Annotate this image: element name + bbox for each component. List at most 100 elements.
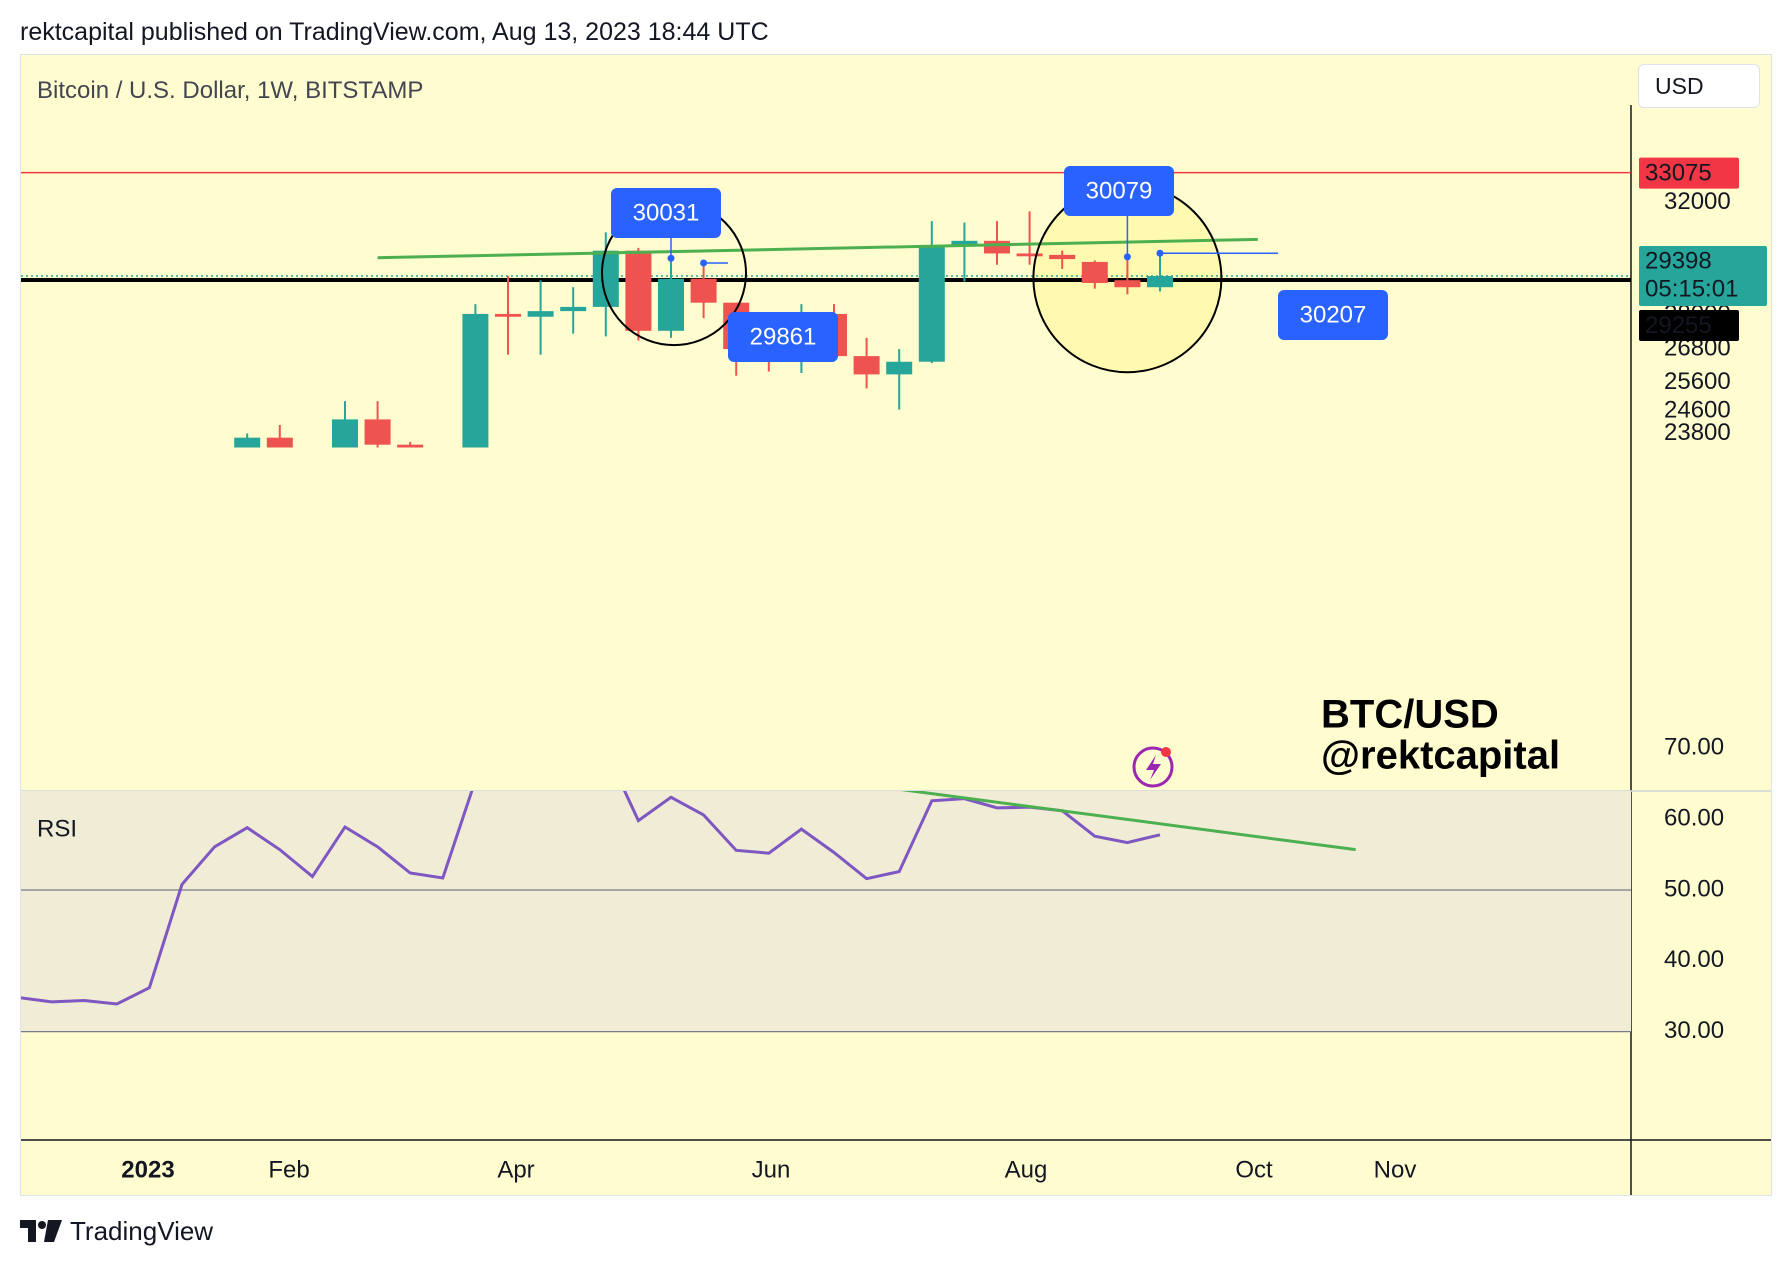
candle-body (266, 437, 293, 448)
candle (364, 401, 391, 448)
candle (658, 258, 684, 338)
chart-canvas[interactable]: 30031 29861 30079 30207 BTC/USD@rektcapital 3… (21, 55, 1771, 1195)
rsi-axis-label: 70.00 (1664, 734, 1724, 761)
candle-body (1114, 280, 1141, 288)
resistance-price-tag-text: 33075 (1645, 159, 1712, 186)
candle (527, 280, 554, 355)
resistance-price-tag: 33075 (1639, 157, 1739, 189)
price-axis-label: 32000 (1664, 188, 1731, 215)
currency-button[interactable]: USD (1638, 64, 1760, 108)
price-callout: 30031 (611, 188, 721, 262)
callout-box (1064, 166, 1174, 216)
callout-anchor-dot (1123, 253, 1131, 261)
notification-dot-icon (1161, 747, 1171, 757)
candle (625, 247, 652, 341)
watermark-line1: BTC/USD (1321, 693, 1499, 737)
candle-body (625, 250, 652, 331)
support-price-tag-bg (1639, 310, 1739, 342)
candle-body (853, 356, 880, 375)
price-axis-label: 25600 (1664, 368, 1731, 395)
callout-box (728, 312, 838, 362)
candle-body (462, 313, 489, 448)
replay-badge-icon (1132, 746, 1174, 788)
bolt-icon (1146, 755, 1161, 780)
callout-anchor-dot (667, 254, 675, 262)
rsi-axis-label: 50.00 (1664, 875, 1724, 902)
candle-body (397, 444, 424, 448)
candle (1016, 211, 1043, 265)
candle-body (560, 306, 587, 312)
candle-body (527, 311, 554, 317)
watermark-line2: @rektcapital (1321, 734, 1560, 778)
time-axis-label: Jun (752, 1156, 791, 1183)
candle-body (690, 278, 717, 303)
time-axis-label: Oct (1235, 1156, 1273, 1183)
price-axis-label: 23800 (1664, 419, 1731, 446)
candle-body (984, 240, 1010, 254)
candle (886, 349, 913, 410)
support-price-tag-text: 29255 (1645, 312, 1712, 339)
candle (332, 401, 358, 448)
price-callout: 30079 (1064, 166, 1174, 261)
candle-body (495, 313, 521, 317)
callout-anchor-dot (1156, 249, 1164, 257)
support-price-tag: 29255 (1639, 310, 1739, 342)
rsi-axis-label: 40.00 (1664, 946, 1724, 973)
candle-body (658, 278, 684, 331)
rsi-pane (21, 791, 1631, 1033)
price-callout: 30207 (1156, 249, 1388, 340)
callout-anchor-dot (700, 259, 708, 267)
callout-label: 29861 (750, 323, 817, 350)
time-axis-label: Nov (1374, 1156, 1417, 1183)
candle-body (951, 240, 978, 246)
rsi-line (21, 791, 1161, 1006)
candle-body (234, 437, 261, 448)
candle (266, 425, 293, 448)
last-price-tag-bg (1639, 246, 1767, 307)
candle (1049, 250, 1076, 269)
price-trendline (377, 237, 1258, 260)
last-price-value: 29398 (1645, 247, 1712, 274)
candle (495, 275, 521, 355)
symbol-info: Bitcoin / U.S. Dollar, 1W, BITSTAMP (37, 77, 424, 104)
candle (918, 221, 945, 364)
candle (462, 304, 489, 448)
tradingview-brand: TradingView (70, 1215, 214, 1246)
rsi-title: RSI (37, 815, 77, 842)
published-header: rektcapital published on TradingView.com… (20, 18, 769, 46)
time-axis-label: Apr (497, 1156, 534, 1183)
candle-body (1081, 261, 1108, 284)
candle (234, 433, 261, 448)
candle (1147, 253, 1173, 292)
replay-badge-ring (1132, 746, 1174, 788)
price-axis-label: 24600 (1664, 396, 1731, 423)
candle-body (886, 361, 913, 375)
callout-box (611, 188, 721, 238)
chart-panel[interactable]: 30031 29861 30079 30207 BTC/USD @rektcapital 3… (20, 54, 1772, 1196)
candle (560, 287, 587, 334)
candle-body (1147, 276, 1173, 288)
candle (1114, 256, 1141, 295)
candle-body (364, 419, 391, 445)
price-callout: 29861 (700, 259, 838, 362)
rsi-band-fill (21, 791, 1631, 1032)
price-pane: 30031 29861 30079 30207 (21, 166, 1631, 448)
candle (951, 222, 978, 282)
time-axis-label: Feb (268, 1156, 309, 1183)
rsi-axis-label: 60.00 (1664, 805, 1724, 832)
callout-box (1278, 290, 1388, 340)
callout-label: 30207 (1300, 301, 1367, 328)
time-axis-label: 2023 (121, 1156, 174, 1183)
candle (1081, 260, 1108, 289)
tradingview-footer[interactable]: TradingView (20, 1215, 213, 1247)
callout-label: 30031 (633, 199, 700, 226)
candle (984, 221, 1010, 265)
candle-body (918, 245, 945, 362)
bar-countdown: 05:15:01 (1645, 275, 1738, 302)
time-axis-label: Aug (1005, 1156, 1048, 1183)
candle-body (1016, 253, 1043, 257)
candle-body (332, 419, 358, 448)
rsi-axis-label: 30.00 (1664, 1017, 1724, 1044)
candle (690, 263, 717, 319)
